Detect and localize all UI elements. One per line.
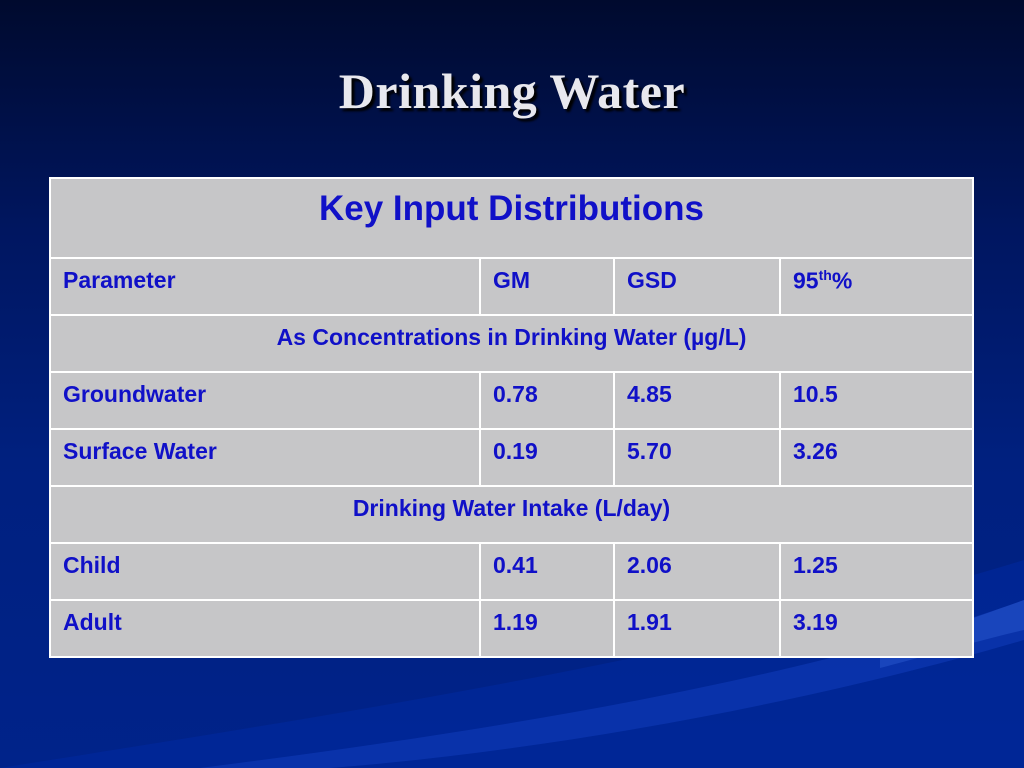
header-gsd: GSD — [613, 257, 781, 316]
table-row: Adult 1.19 1.91 3.19 — [49, 599, 974, 658]
section-row: Drinking Water Intake (L/day) — [49, 485, 974, 544]
header-parameter: Parameter — [49, 257, 481, 316]
cell-gm: 0.78 — [479, 371, 615, 430]
cell-parameter: Adult — [49, 599, 481, 658]
cell-parameter: Child — [49, 542, 481, 601]
section-label-concentrations: As Concentrations in Drinking Water (µg/… — [49, 314, 974, 373]
cell-parameter: Surface Water — [49, 428, 481, 487]
cell-gm: 0.19 — [479, 428, 615, 487]
cell-p95: 10.5 — [779, 371, 974, 430]
cell-p95: 3.19 — [779, 599, 974, 658]
slide-title: Drinking Water — [338, 63, 686, 119]
cell-p95: 3.26 — [779, 428, 974, 487]
distribution-table: Key Input Distributions Parameter GM GSD… — [49, 177, 974, 658]
table-header-row: Parameter GM GSD 95th% — [49, 257, 974, 316]
table-row: Surface Water 0.19 5.70 3.26 — [49, 428, 974, 487]
header-95th-percentile: 95th% — [779, 257, 974, 316]
table-caption: Key Input Distributions — [49, 177, 974, 259]
cell-gsd: 5.70 — [613, 428, 781, 487]
section-label-intake: Drinking Water Intake (L/day) — [49, 485, 974, 544]
cell-gsd: 2.06 — [613, 542, 781, 601]
cell-gsd: 1.91 — [613, 599, 781, 658]
cell-gsd: 4.85 — [613, 371, 781, 430]
cell-gm: 0.41 — [479, 542, 615, 601]
table-row: Child 0.41 2.06 1.25 — [49, 542, 974, 601]
table-caption-row: Key Input Distributions — [49, 177, 974, 259]
section-row: As Concentrations in Drinking Water (µg/… — [49, 314, 974, 373]
cell-parameter: Groundwater — [49, 371, 481, 430]
cell-p95: 1.25 — [779, 542, 974, 601]
header-gm: GM — [479, 257, 615, 316]
cell-gm: 1.19 — [479, 599, 615, 658]
table-row: Groundwater 0.78 4.85 10.5 — [49, 371, 974, 430]
